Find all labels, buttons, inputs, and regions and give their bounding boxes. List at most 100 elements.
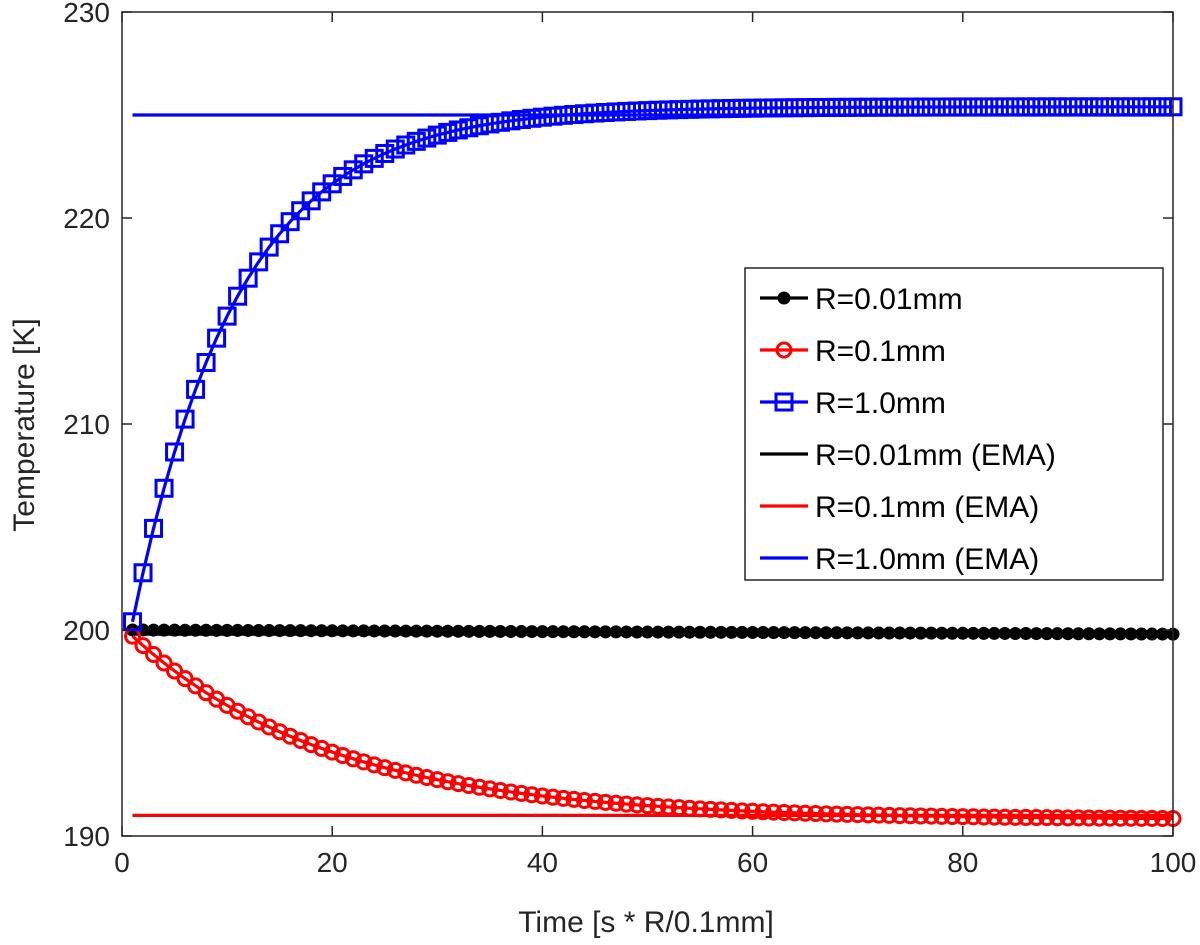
- data-point-r-0-1mm-77: [933, 807, 951, 825]
- data-point-r-0-1mm-81: [975, 808, 993, 826]
- data-point-r-1-0mm-55: [701, 99, 721, 119]
- data-point-r-1-0mm-27: [406, 131, 426, 151]
- data-point-r-1-0mm-30: [438, 122, 458, 142]
- series-group: [123, 97, 1183, 828]
- data-point-r-1-0mm-72: [879, 97, 899, 117]
- legend-swatch-marker-r-1-0mm: [774, 392, 794, 412]
- data-point-r-0-1mm-49: [639, 797, 656, 815]
- data-point-r-1-0mm-85: [1016, 97, 1036, 117]
- data-point-r-1-0mm-21: [343, 160, 363, 180]
- legend-box: [744, 267, 1164, 581]
- data-point-r-1-0mm-24: [375, 143, 395, 163]
- data-point-r-0-1mm-74: [901, 807, 919, 825]
- data-point-r-0-1mm-61: [765, 803, 783, 821]
- data-point-r-0-1mm-19: [323, 743, 341, 761]
- data-point-r-0-1mm-60: [754, 803, 772, 821]
- y-axis-label: Temperature [K]: [8, 318, 41, 531]
- data-point-r-0-1mm-45: [596, 793, 614, 811]
- data-point-r-0-1mm-64: [796, 804, 814, 822]
- data-point-r-0-1mm-27: [407, 766, 425, 784]
- legend-label-r-0-1mm: R=0.1mm: [815, 335, 946, 368]
- data-point-r-1-0mm-38: [522, 108, 542, 128]
- x-axis-label: Time [s * R/0.1mm]: [518, 906, 774, 939]
- data-point-r-0-1mm-89: [1059, 809, 1077, 827]
- data-point-r-1-0mm-93: [1100, 97, 1120, 117]
- data-point-r-1-0mm-92: [1089, 97, 1109, 117]
- data-point-r-1-0mm-91: [1079, 97, 1099, 117]
- data-point-r-1-0mm-66: [816, 97, 836, 117]
- y-tick-label-190: 190: [63, 821, 110, 852]
- x-tick-label-0: 0: [114, 847, 130, 878]
- data-point-r-0-1mm-67: [828, 805, 846, 823]
- data-point-r-0-1mm-88: [1048, 809, 1066, 827]
- data-point-r-1-0mm-35: [490, 112, 510, 132]
- data-point-r-1-0mm-83: [995, 97, 1015, 117]
- data-point-r-0-1mm-55: [702, 800, 720, 818]
- data-point-r-1-0mm-70: [858, 97, 878, 117]
- data-point-r-1-0mm-67: [827, 97, 847, 117]
- data-point-r-1-0mm-89: [1058, 97, 1078, 117]
- data-point-r-0-1mm-39: [533, 787, 551, 805]
- legend-label-r-0-01mm-ema: R=0.01mm (EMA): [815, 439, 1056, 472]
- legend-label-r-0-1mm-ema: R=0.1mm (EMA): [815, 491, 1039, 524]
- data-point-r-1-0mm-7: [196, 353, 216, 373]
- data-point-r-1-0mm-94: [1110, 97, 1130, 117]
- data-point-r-0-1mm-43: [575, 791, 593, 809]
- data-point-r-0-1mm-35: [491, 781, 509, 799]
- data-point-r-0-1mm-62: [775, 804, 793, 822]
- data-point-r-1-0mm-1: [133, 563, 153, 583]
- data-point-r-1-0mm-87: [1037, 97, 1057, 117]
- data-point-r-0-1mm-69: [849, 806, 867, 824]
- data-point-r-1-0mm-32: [459, 118, 479, 138]
- data-point-r-1-0mm-6: [186, 379, 206, 399]
- data-point-r-1-0mm-76: [921, 97, 941, 117]
- legend-entry-r-0-01mm-ema: R=0.01mm (EMA): [760, 439, 1056, 472]
- data-point-r-0-1mm-33: [470, 778, 488, 796]
- data-point-r-1-0mm-90: [1068, 97, 1088, 117]
- data-point-r-1-0mm-50: [648, 100, 668, 120]
- series-line-r-1-0mm: [130, 105, 1173, 623]
- data-point-r-1-0mm-52: [669, 100, 689, 120]
- x-tick-label-100: 100: [1150, 847, 1197, 878]
- data-point-r-0-1mm-28: [418, 769, 436, 787]
- data-point-r-1-0mm-11: [238, 268, 258, 288]
- data-point-r-1-0mm-4: [165, 442, 185, 462]
- data-point-r-0-1mm-37: [512, 784, 530, 802]
- data-point-r-1-0mm-9: [217, 306, 237, 326]
- data-point-r-0-1mm-22: [355, 753, 373, 771]
- data-point-r-1-0mm-5: [175, 409, 195, 429]
- data-point-r-1-0mm-98: [1152, 97, 1172, 117]
- data-point-r-0-1mm-91: [1080, 809, 1098, 827]
- legend-label-r-1-0mm-ema: R=1.0mm (EMA): [815, 543, 1039, 576]
- data-point-r-1-0mm-31: [448, 120, 468, 140]
- data-point-r-1-0mm-86: [1026, 97, 1046, 117]
- data-point-r-0-1mm-70: [859, 806, 877, 824]
- data-point-r-0-1mm-94: [1111, 809, 1129, 827]
- series-markers-r-0-01mm: [126, 623, 1180, 641]
- data-point-r-0-1mm-42: [565, 790, 583, 808]
- data-point-r-1-0mm-61: [764, 98, 784, 118]
- data-point-r-0-1mm-58: [733, 802, 751, 820]
- data-point-r-1-0mm-43: [574, 104, 594, 124]
- data-point-r-1-0mm-47: [616, 101, 636, 121]
- data-point-r-1-0mm-63: [785, 98, 805, 118]
- data-point-r-0-1mm-48: [628, 796, 646, 814]
- data-point-r-1-0mm-34: [480, 114, 500, 134]
- data-point-r-1-0mm-62: [774, 98, 794, 118]
- data-point-r-0-1mm-40: [544, 788, 562, 806]
- data-point-r-1-0mm-25: [385, 139, 405, 159]
- data-point-r-1-0mm-48: [627, 101, 647, 121]
- data-point-r-0-1mm-34: [481, 780, 499, 798]
- data-point-r-1-0mm-58: [732, 98, 752, 118]
- data-point-r-0-1mm-83: [996, 808, 1014, 826]
- data-point-r-0-1mm-65: [807, 805, 825, 823]
- data-point-r-1-0mm-53: [680, 99, 700, 119]
- data-point-r-1-0mm-3: [154, 478, 174, 498]
- data-point-r-0-1mm-82: [985, 808, 1003, 826]
- data-point-r-1-0mm-65: [806, 98, 826, 118]
- data-point-r-1-0mm-13: [259, 237, 279, 257]
- data-point-r-1-0mm-81: [974, 97, 994, 117]
- data-point-r-0-1mm-36: [502, 783, 520, 801]
- data-point-r-0-1mm-84: [1006, 808, 1024, 826]
- data-point-r-0-1mm-52: [670, 799, 688, 817]
